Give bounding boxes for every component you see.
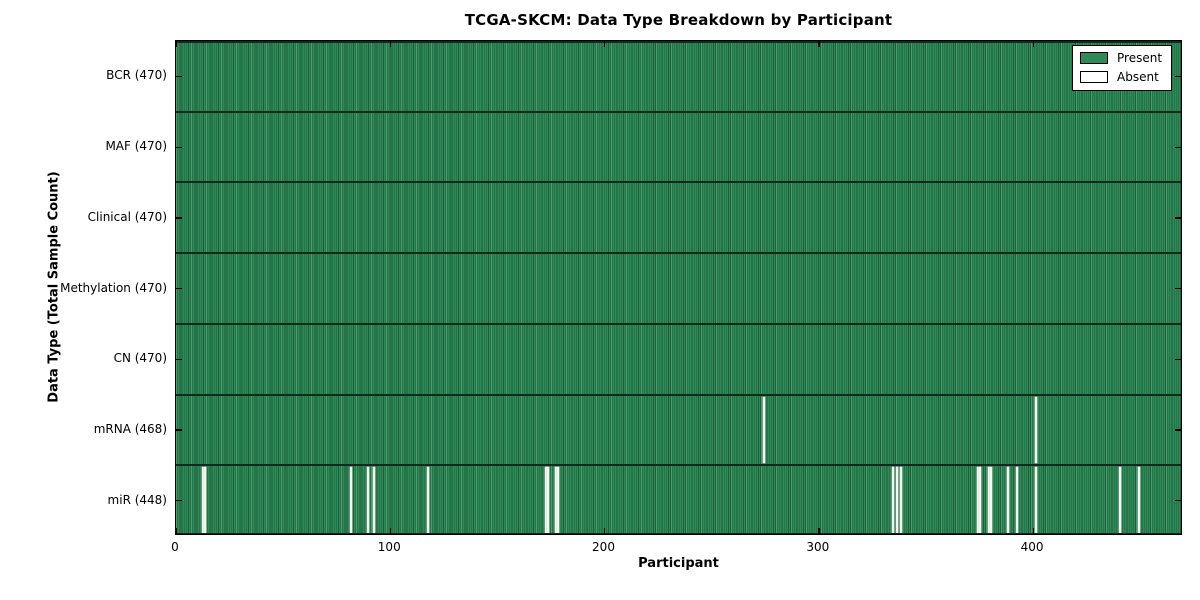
x-tick-bottom-0 — [176, 528, 178, 534]
x-tick-label-0: 0 — [171, 540, 179, 554]
y-tick-right-clinical — [1175, 217, 1181, 219]
y-tick-left-mrna — [176, 429, 182, 431]
absent-marker-mir-12 — [201, 467, 204, 534]
absent-marker-mir-178 — [557, 467, 560, 534]
y-tick-right-bcr — [1175, 75, 1181, 78]
absent-marker-mrna-274 — [763, 396, 766, 464]
legend: Present Absent — [1072, 45, 1173, 91]
absent-marker-mir-449 — [1138, 467, 1141, 534]
absent-marker-mir-172 — [544, 467, 547, 534]
absent-marker-mir-173 — [546, 467, 549, 534]
y-tick-left-mir — [176, 500, 182, 502]
absent-marker-mir-338 — [900, 467, 903, 534]
plot-top-edge — [176, 41, 1181, 43]
y-tick-right-cn — [1175, 358, 1181, 360]
absent-marker-mir-117 — [426, 467, 429, 534]
x-tick-label-400: 400 — [1020, 540, 1044, 554]
legend-entry-absent: Absent — [1080, 70, 1162, 84]
absent-marker-mir-336 — [895, 467, 898, 534]
y-tick-label-cn: CN (470) — [113, 351, 167, 366]
y-tick-left-cn — [176, 358, 182, 360]
x-tick-bottom-200 — [604, 528, 606, 534]
absent-marker-mir-374 — [977, 467, 980, 534]
legend-swatch-absent — [1080, 71, 1108, 83]
x-tick-bottom-100 — [389, 528, 392, 534]
y-tick-left-bcr — [176, 75, 182, 78]
x-tick-top-100 — [389, 41, 392, 47]
plot-area — [175, 40, 1182, 535]
x-tick-top-400 — [1032, 41, 1034, 47]
legend-label-present: Present — [1117, 51, 1163, 65]
absent-marker-mir-388 — [1007, 467, 1010, 534]
x-tick-top-300 — [818, 41, 820, 47]
x-tick-top-200 — [604, 41, 606, 47]
y-tick-right-methylation — [1175, 288, 1181, 290]
row-divider — [176, 252, 1181, 255]
absent-marker-mir-81 — [349, 467, 352, 534]
y-tick-right-mrna — [1175, 429, 1181, 431]
y-tick-label-bcr: BCR (470) — [106, 68, 167, 83]
absent-marker-mir-379 — [988, 467, 991, 534]
row-band-methylation — [176, 253, 1181, 324]
plot-bottom-edge — [176, 532, 1181, 534]
absent-marker-mir-89 — [366, 467, 369, 534]
y-tick-left-maf — [176, 146, 182, 148]
absent-marker-mir-334 — [891, 467, 894, 534]
row-divider — [176, 110, 1181, 113]
x-tick-bottom-400 — [1032, 528, 1034, 534]
y-tick-label-mrna: mRNA (468) — [93, 421, 167, 436]
absent-marker-mir-380 — [990, 467, 993, 534]
row-divider — [176, 393, 1181, 396]
y-tick-left-methylation — [176, 288, 182, 290]
absent-marker-mrna-401 — [1035, 396, 1038, 464]
absent-marker-mir-92 — [373, 467, 376, 534]
legend-label-absent: Absent — [1117, 70, 1159, 84]
y-tick-label-methylation: Methylation (470) — [60, 280, 167, 295]
row-divider — [176, 181, 1181, 184]
row-band-maf — [176, 111, 1181, 183]
y-tick-right-maf — [1175, 146, 1181, 148]
absent-marker-mir-401 — [1035, 467, 1038, 534]
y-tick-label-mir: miR (448) — [107, 492, 167, 507]
row-band-mir — [176, 465, 1181, 534]
y-tick-label-clinical: Clinical (470) — [87, 209, 167, 224]
x-axis-label: Participant — [638, 556, 719, 571]
legend-entry-present: Present — [1080, 51, 1162, 65]
row-divider — [176, 464, 1181, 467]
x-tick-label-200: 200 — [592, 540, 615, 554]
x-tick-top-0 — [176, 41, 178, 47]
row-band-mrna — [176, 394, 1181, 466]
chart-title: TCGA-SKCM: Data Type Breakdown by Partic… — [464, 11, 893, 29]
absent-marker-mir-392 — [1015, 467, 1018, 534]
x-tick-bottom-300 — [818, 528, 820, 534]
row-band-cn — [176, 323, 1181, 395]
row-band-clinical — [176, 182, 1181, 254]
row-divider — [176, 322, 1181, 325]
absent-marker-mir-177 — [555, 467, 558, 534]
y-tick-label-maf: MAF (470) — [105, 139, 167, 154]
x-tick-label-100: 100 — [377, 540, 401, 554]
absent-marker-mir-375 — [979, 467, 982, 534]
x-tick-label-300: 300 — [806, 540, 830, 554]
y-tick-right-mir — [1175, 500, 1181, 502]
legend-swatch-present — [1080, 52, 1108, 64]
row-band-bcr — [176, 41, 1181, 112]
y-tick-left-clinical — [176, 217, 182, 219]
absent-marker-mir-440 — [1118, 467, 1121, 534]
absent-marker-mir-13 — [203, 467, 206, 534]
